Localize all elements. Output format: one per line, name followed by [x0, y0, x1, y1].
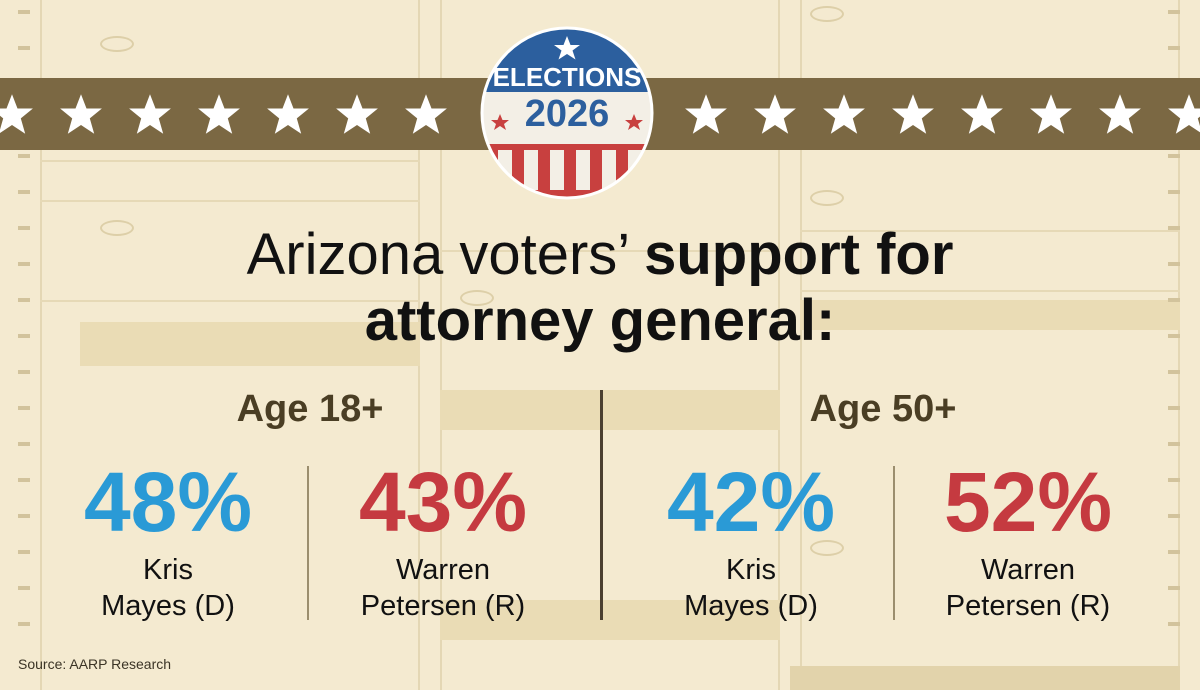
star-icon [59, 92, 103, 136]
stat-18-mayes: 48% Kris Mayes (D) [43, 452, 293, 624]
group-label-50: Age 50+ [809, 388, 957, 430]
candidate-name-line2: Mayes (D) [684, 590, 818, 622]
badge-star-icon [554, 36, 580, 60]
stat-value: 42% [666, 455, 836, 549]
star-icon [1098, 92, 1142, 136]
badge-left-star-icon [491, 114, 509, 130]
stars-right [684, 78, 1200, 150]
star-icon [335, 92, 379, 136]
star-icon [404, 92, 448, 136]
center-divider [600, 390, 603, 620]
stat-value: 48% [83, 455, 253, 549]
star-icon [753, 92, 797, 136]
group-label-18: Age 18+ [236, 388, 384, 430]
stat-value: 52% [943, 455, 1113, 549]
star-icon [960, 92, 1004, 136]
candidate-name-line1: Warren [981, 554, 1075, 586]
headline-part2: support for attorney general: [364, 222, 954, 353]
stat-18-petersen: 43% Warren Petersen (R) [318, 452, 568, 624]
stat-value: 43% [358, 455, 528, 549]
headline: Arizona voters’ support for attorney gene… [0, 222, 1200, 354]
stat-50-mayes: 42% Kris Mayes (D) [626, 452, 876, 624]
star-icon [822, 92, 866, 136]
star-icon [266, 92, 310, 136]
star-icon [1029, 92, 1073, 136]
star-icon [128, 92, 172, 136]
star-icon [0, 92, 34, 136]
stat-50-petersen: 52% Warren Petersen (R) [903, 452, 1153, 624]
stars-left [0, 78, 473, 150]
star-icon [891, 92, 935, 136]
headline-part1: Arizona voters’ [246, 222, 645, 287]
source-note: Source: AARP Research [18, 656, 172, 672]
elections-badge: ELECTIONS 2026 [480, 26, 654, 200]
candidate-name-line1: Warren [396, 554, 490, 586]
badge-top-text: ELECTIONS [493, 62, 642, 92]
group1-divider [307, 466, 309, 620]
group2-divider [893, 466, 895, 620]
candidate-name-line1: Kris [726, 554, 776, 586]
badge-right-star-icon [625, 114, 643, 130]
star-icon [197, 92, 241, 136]
candidate-name-line2: Petersen (R) [945, 590, 1111, 622]
candidate-name-line2: Mayes (D) [101, 590, 235, 622]
candidate-name-line2: Petersen (R) [360, 590, 526, 622]
star-icon [1167, 92, 1200, 136]
badge-year: 2026 [525, 93, 610, 135]
candidate-name-line1: Kris [143, 554, 193, 586]
star-icon [684, 92, 728, 136]
